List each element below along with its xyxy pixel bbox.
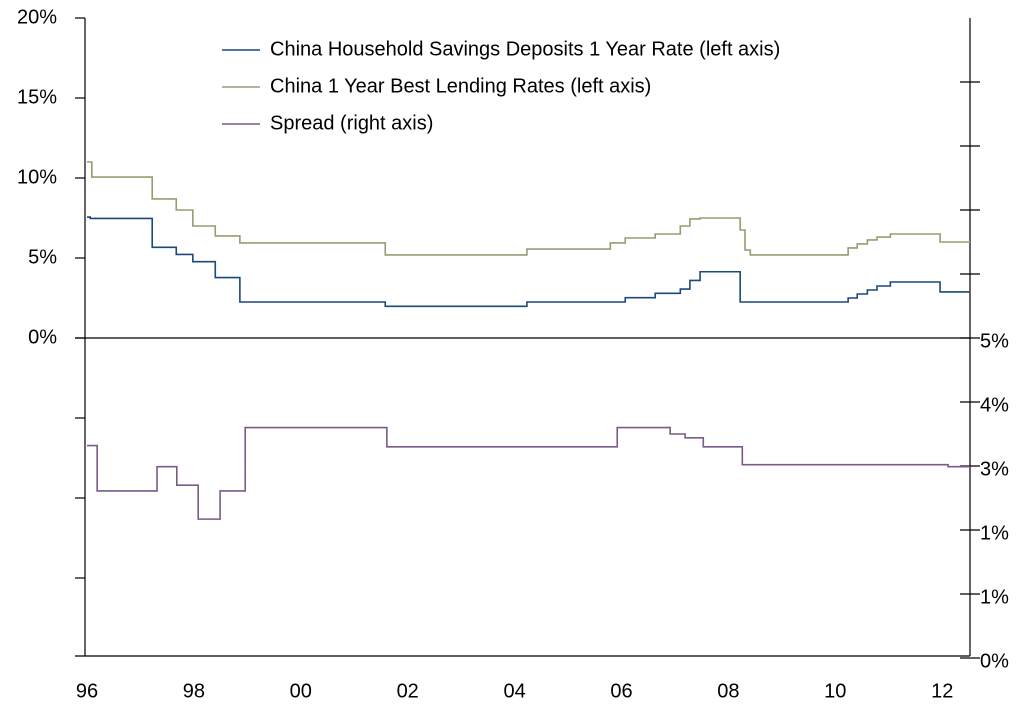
legend-label: Spread (right axis) [270, 112, 433, 134]
y2-tick-label: 0% [980, 650, 1009, 672]
x-tick-label: 00 [290, 680, 312, 702]
y-tick-label: 20% [17, 6, 57, 28]
series-line [87, 161, 970, 256]
x-tick-label: 08 [717, 680, 739, 702]
y2-tick-label: 5% [980, 330, 1009, 352]
y-tick-label: 15% [17, 86, 57, 108]
y2-tick-label: 1% [980, 586, 1009, 608]
y2-tick-label: 3% [980, 458, 1009, 480]
x-tick-label: 02 [397, 680, 419, 702]
y2-tick-label: 4% [980, 394, 1009, 416]
legend-label: China 1 Year Best Lending Rates (left ax… [270, 75, 651, 97]
legend-label: China Household Savings Deposits 1 Year … [270, 38, 780, 60]
x-tick-label: 04 [503, 680, 525, 702]
x-tick-label: 96 [76, 680, 98, 702]
x-tick-label: 98 [183, 680, 205, 702]
series-line [87, 426, 970, 520]
y-tick-label: 10% [17, 166, 57, 188]
series-line [87, 216, 970, 308]
y-tick-label: 5% [28, 246, 57, 268]
y2-tick-label: 1% [980, 522, 1009, 544]
x-tick-label: 10 [824, 680, 846, 702]
y-tick-label: 0% [28, 326, 57, 348]
x-tick-label: 12 [931, 680, 953, 702]
x-tick-label: 06 [610, 680, 632, 702]
